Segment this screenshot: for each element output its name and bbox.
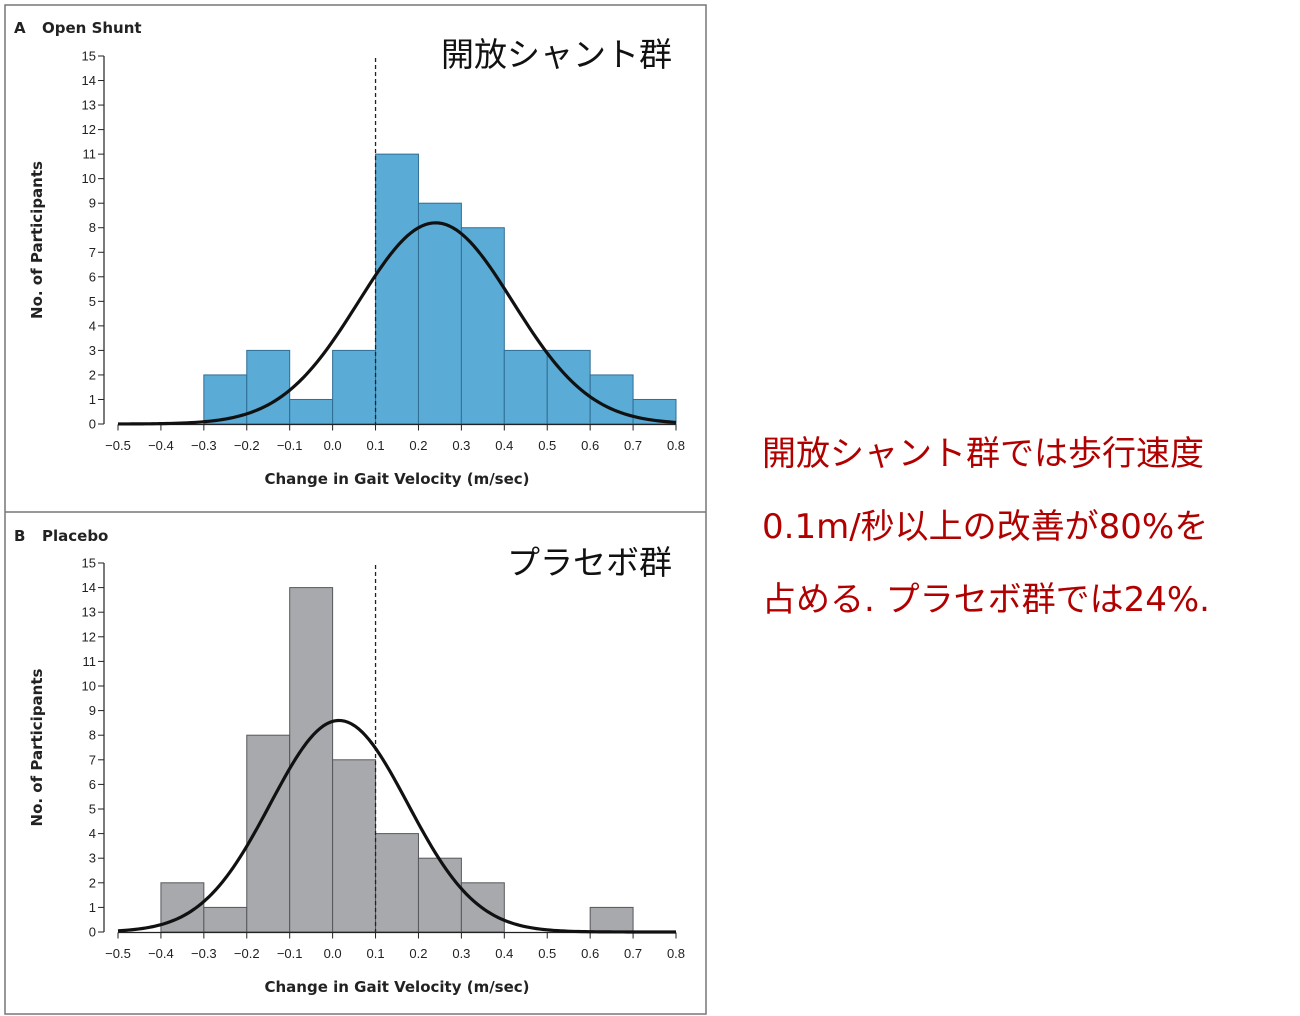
y-tick-label: 6: [89, 777, 96, 792]
annotation-text: 開放シャント群では歩行速度 0.1m/秒以上の改善が80%を 占める. プラセボ…: [762, 418, 1282, 637]
histogram-bar: [289, 398, 334, 425]
x-tick-label: −0.4: [148, 438, 174, 453]
y-tick-label: 10: [82, 679, 96, 694]
x-tick-label: 0.6: [581, 946, 599, 961]
histogram-bar: [246, 349, 291, 425]
x-tick-label: 0.7: [624, 438, 642, 453]
annotation-line-1: 開放シャント群では歩行速度: [762, 434, 1204, 474]
histogram-bar: [203, 906, 248, 933]
y-tick-label: 9: [89, 703, 96, 718]
normal-fit-curve: [117, 221, 677, 426]
x-tick-label: 0.0: [324, 946, 342, 961]
histogram-bar: [332, 759, 377, 933]
x-tick-label: 0.6: [581, 438, 599, 453]
y-tick-label: 1: [89, 900, 96, 915]
histogram-bar: [375, 153, 419, 425]
x-tick-label: 0.2: [409, 946, 427, 961]
panel-b: B Placeboプラセボ群0123456789101112131415−0.5−…: [14, 527, 685, 996]
x-tick-label: 0.1: [366, 946, 384, 961]
figure-svg: A Open Shunt開放シャント群0123456789101112131415…: [4, 4, 707, 1015]
x-tick-label: 0.7: [624, 946, 642, 961]
y-tick-label: 5: [89, 802, 96, 817]
y-tick-label: 4: [89, 318, 96, 333]
y-tick-label: 12: [82, 122, 96, 137]
y-tick-label: 0: [89, 925, 96, 940]
y-axis-title: No. of Participants: [28, 161, 46, 319]
x-tick-label: 0.8: [667, 946, 685, 961]
x-tick-label: 0.3: [452, 946, 470, 961]
x-tick-label: 0.5: [538, 946, 556, 961]
x-tick-label: −0.2: [234, 946, 260, 961]
y-tick-label: 11: [83, 147, 97, 162]
y-tick-label: 14: [82, 73, 96, 88]
x-tick-label: 0.4: [495, 946, 513, 961]
y-tick-label: 13: [82, 98, 96, 113]
panel-a: A Open Shunt開放シャント群0123456789101112131415…: [14, 19, 685, 488]
y-tick-label: 2: [89, 875, 96, 890]
x-axis-title: Change in Gait Velocity (m/sec): [264, 978, 529, 996]
y-tick-label: 15: [82, 49, 96, 64]
y-tick-label: 0: [89, 417, 96, 432]
panel-title: Open Shunt: [42, 19, 142, 37]
x-axis-title: Change in Gait Velocity (m/sec): [264, 470, 529, 488]
y-tick-label: 10: [82, 171, 96, 186]
x-tick-label: −0.2: [234, 438, 260, 453]
y-tick-label: 8: [89, 220, 96, 235]
x-tick-label: −0.3: [191, 438, 217, 453]
panel-letter: A: [14, 19, 26, 37]
y-tick-label: 15: [82, 556, 96, 571]
panel-title: Placebo: [42, 527, 108, 545]
x-tick-label: −0.1: [277, 946, 303, 961]
annotation-line-2: 0.1m/秒以上の改善が80%を: [762, 507, 1209, 547]
histogram-bar: [417, 857, 462, 933]
x-tick-label: −0.5: [105, 438, 131, 453]
histogram-bar: [589, 906, 634, 933]
x-tick-label: 0.2: [409, 438, 427, 453]
y-tick-label: 12: [82, 629, 96, 644]
panel-letter: B: [14, 527, 25, 545]
x-tick-label: 0.0: [324, 438, 342, 453]
y-tick-label: 7: [89, 245, 96, 260]
y-tick-label: 13: [82, 605, 96, 620]
y-tick-label: 1: [89, 392, 96, 407]
annotation-line-3: 占める. プラセボ群では24%.: [762, 580, 1210, 620]
y-tick-label: 6: [89, 269, 96, 284]
histogram-bar: [460, 227, 505, 425]
y-tick-label: 4: [89, 826, 96, 841]
y-tick-label: 5: [89, 294, 96, 309]
x-tick-label: 0.8: [667, 438, 685, 453]
histogram-bar: [503, 349, 548, 425]
y-tick-label: 14: [82, 580, 96, 595]
y-tick-label: 11: [83, 654, 97, 669]
x-tick-label: −0.4: [148, 946, 174, 961]
y-tick-label: 3: [89, 343, 96, 358]
y-tick-label: 3: [89, 851, 96, 866]
y-tick-label: 7: [89, 752, 96, 767]
y-tick-label: 2: [89, 367, 96, 382]
x-tick-label: 0.1: [366, 438, 384, 453]
x-tick-label: −0.1: [277, 438, 303, 453]
y-axis-title: No. of Participants: [28, 668, 46, 826]
x-tick-label: 0.4: [495, 438, 513, 453]
panel-group-label: 開放シャント群: [441, 35, 672, 74]
histogram-bar: [375, 833, 419, 933]
x-tick-label: 0.3: [452, 438, 470, 453]
normal-fit-curve: [117, 718, 676, 934]
figure-frame: [4, 4, 707, 1015]
x-tick-label: −0.5: [105, 946, 131, 961]
y-tick-label: 8: [89, 728, 96, 743]
histogram-bar: [332, 349, 377, 425]
histogram-figure: A Open Shunt 開放シャント群 0 1 2 3 4 5 6 7 8 9 10 11 12 13 14 15…: [4, 4, 707, 1015]
panel-group-label: プラセボ群: [507, 543, 672, 582]
histogram-bar: [417, 202, 462, 425]
x-tick-label: −0.3: [191, 946, 217, 961]
y-tick-label: 9: [89, 196, 96, 211]
x-tick-label: 0.5: [538, 438, 556, 453]
